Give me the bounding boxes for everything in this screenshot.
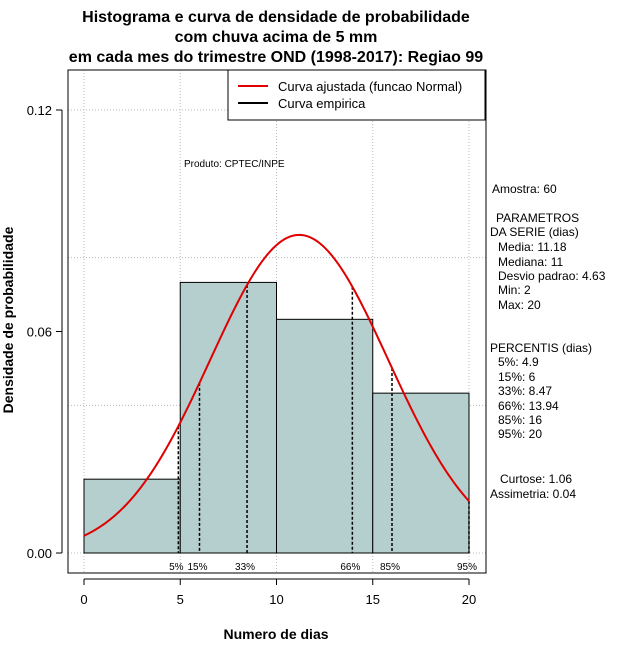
axes-layer: 0 5 10 15 20 0.00 0.06 0.12 [27, 103, 477, 607]
side-p15: 15%: 6 [498, 370, 536, 384]
normal-fit-curve [83, 233, 470, 537]
side-skewness: Assimetria: 0.04 [490, 487, 576, 501]
side-p85: 85%: 16 [498, 413, 542, 427]
percentile-label-0: 5% [169, 562, 184, 573]
side-kurtosis: Curtose: 1.06 [500, 472, 572, 486]
histogram-bar-2 [276, 318, 374, 554]
histogram-bar-3 [372, 392, 470, 554]
legend-label-empirical: Curva empirica [278, 96, 366, 111]
percentile-label-4: 85% [380, 562, 400, 573]
product-annotation: Produto: CPTEC/INPE [184, 159, 285, 170]
side-p95: 95%: 20 [498, 427, 542, 441]
x-tick-label-3: 15 [366, 592, 380, 607]
histogram-bar-1 [179, 281, 277, 554]
y-tick-label-2: 0.12 [27, 103, 52, 118]
legend: Curva ajustada (funcao Normal) Curva emp… [227, 69, 486, 121]
x-tick-label-2: 10 [269, 592, 283, 607]
percentile-label-1: 15% [187, 562, 207, 573]
legend-box [227, 69, 486, 121]
side-percentiles-heading: PERCENTIS (dias) [490, 341, 592, 355]
y-tick-label-0: 0.00 [27, 546, 52, 561]
x-tick-label-4: 20 [462, 592, 476, 607]
statistics-panel: Amostra: 60 PARAMETROS DA SERIE (dias) M… [490, 182, 606, 501]
side-p5: 5%: 4.9 [498, 355, 539, 369]
side-p66: 66%: 13.94 [498, 399, 559, 413]
side-min: Min: 2 [498, 283, 531, 297]
x-axis-title: Numero de dias [223, 626, 328, 642]
side-sample-size: Amostra: 60 [492, 182, 557, 196]
side-max: Max: 20 [498, 298, 541, 312]
bars-layer [83, 281, 470, 554]
curve-layer [83, 233, 470, 537]
percentile-label-5: 95% [457, 562, 477, 573]
legend-label-fit: Curva ajustada (funcao Normal) [278, 79, 462, 94]
chart-title-line-3: em cada mes do trimestre OND (1998-2017)… [69, 49, 484, 66]
side-params-subheading: DA SERIE (dias) [490, 225, 579, 239]
side-p33: 33%: 8.47 [498, 384, 552, 398]
histogram-bar-0 [83, 478, 181, 554]
percentile-label-2: 33% [235, 562, 255, 573]
percentile-lines: 5% 15% 33% 66% 85% 95% [169, 284, 477, 573]
x-tick-label-0: 0 [80, 592, 87, 607]
chart-title-line-1: Histograma e curva de densidade de proba… [82, 9, 470, 26]
side-mean: Media: 11.18 [498, 240, 567, 254]
side-std-dev: Desvio padrao: 4.63 [498, 269, 606, 283]
chart-title-line-2: com chuva acima de 5 mm [175, 29, 378, 46]
x-tick-label-1: 5 [177, 592, 184, 607]
y-axis-title: Densidade de probabilidade [0, 226, 16, 413]
y-tick-label-1: 0.06 [27, 325, 52, 340]
percentile-label-3: 66% [340, 562, 360, 573]
side-params-heading: PARAMETROS [496, 211, 579, 225]
side-median: Mediana: 11 [498, 255, 563, 269]
